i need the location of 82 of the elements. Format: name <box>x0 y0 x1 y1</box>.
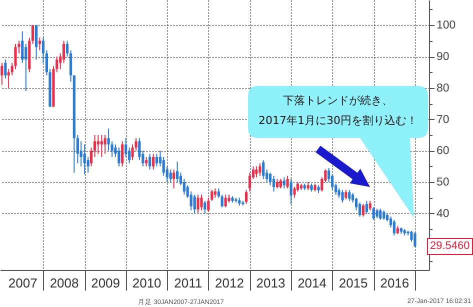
candlestick <box>392 219 396 236</box>
annotation: 2017年1月に30円を割り込む！ <box>258 113 418 129</box>
candlestick <box>214 188 216 198</box>
candlestick <box>152 153 155 170</box>
x-tick-label: 2007 <box>8 276 38 290</box>
candlestick <box>176 161 179 183</box>
candlestick <box>351 192 354 203</box>
candlestick <box>190 191 192 211</box>
candlestick <box>193 194 196 214</box>
candlestick <box>282 176 286 189</box>
x-tick-label: 2014 <box>298 276 326 290</box>
annotation: 下落トレンドが続き、 <box>282 93 394 109</box>
candlestick <box>290 178 292 205</box>
candlestick <box>200 194 203 211</box>
candlestick <box>86 156 90 174</box>
candlestick <box>354 197 358 211</box>
x-tick-label: 2013 <box>256 276 286 290</box>
candlestick <box>368 200 372 211</box>
y-tick-label: 60 <box>436 145 450 158</box>
candlestick <box>348 189 351 202</box>
candlestick <box>38 37 41 51</box>
candlestick <box>279 178 282 189</box>
candlestick <box>145 156 148 167</box>
x-tick-label: 2011 <box>174 276 202 290</box>
candlestick <box>172 169 176 189</box>
candlestick <box>21 30 24 64</box>
x-tick-label: 2008 <box>50 276 79 290</box>
candlestick <box>272 175 276 192</box>
candlestick <box>244 189 248 205</box>
candlestick <box>293 186 296 198</box>
candlestick <box>365 200 368 214</box>
candlestick <box>248 172 252 192</box>
candlestick <box>0 62 4 86</box>
candlestick <box>338 188 340 198</box>
candlestick <box>155 153 158 167</box>
candlestick <box>104 134 106 154</box>
candlestick <box>414 232 416 248</box>
candlestick <box>121 140 124 167</box>
candlestick <box>328 167 330 183</box>
candlestick <box>204 200 206 214</box>
candlestick <box>255 166 258 178</box>
candlestick <box>118 147 120 167</box>
y-tick-label: 70 <box>436 114 450 126</box>
y-tick-label: 90 <box>436 51 450 64</box>
candlestick <box>376 208 378 219</box>
candlestick <box>34 24 38 60</box>
x-tick-label: 2009 <box>91 276 120 290</box>
candlestick <box>224 194 227 208</box>
candlestick <box>286 175 289 189</box>
candlestick <box>258 162 262 176</box>
candlestick <box>196 194 200 214</box>
x-tick-label: 2012 <box>215 276 244 290</box>
candlestick <box>182 178 186 196</box>
candlestick <box>262 160 265 180</box>
candlestick <box>220 194 224 208</box>
candlestick <box>96 134 100 154</box>
candlestick <box>358 202 362 218</box>
candlestick <box>124 138 128 158</box>
y-tick-label: 80 <box>436 82 450 94</box>
candlestick <box>372 206 375 220</box>
candlestick <box>382 210 386 220</box>
candlestick <box>83 144 86 175</box>
candlestick <box>276 178 279 189</box>
candlestick <box>148 153 152 170</box>
candlestick <box>169 169 172 183</box>
candlestick <box>110 140 114 158</box>
candlestick <box>100 134 103 158</box>
y-tick-label: 100 <box>436 20 456 32</box>
candlestick <box>362 204 364 218</box>
x-tick-label: 2010 <box>132 276 162 290</box>
candlestick <box>138 138 141 161</box>
y-tick-label: 40 <box>436 208 450 220</box>
x-tick-label: 2015 <box>338 276 368 290</box>
candlestick <box>4 59 7 79</box>
x-tick-label: 2016 <box>380 276 410 290</box>
candlestick <box>268 172 272 186</box>
candlestick <box>24 43 28 92</box>
y-tick-label: 50 <box>436 176 450 189</box>
text: 29.5460 <box>427 238 473 256</box>
candlestick <box>341 189 344 203</box>
candlestick <box>379 208 382 220</box>
candlestick <box>344 189 348 200</box>
